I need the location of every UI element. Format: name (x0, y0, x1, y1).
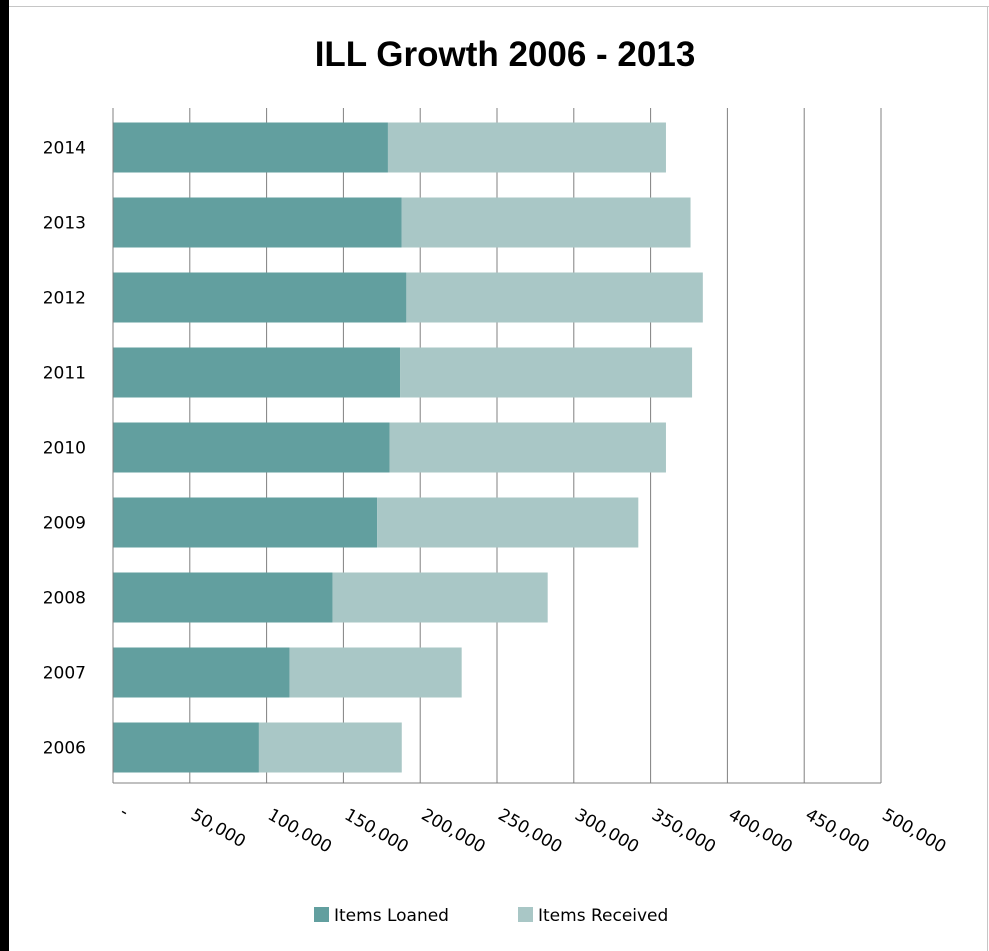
bar-items-loaned-2008 (113, 572, 333, 623)
bar-items-loaned-2013 (113, 197, 402, 248)
x-tick-label: 100,000 (264, 805, 335, 857)
bar-items-loaned-2010 (113, 422, 390, 473)
x-tick-label: 150,000 (341, 805, 412, 857)
x-tick-label: 250,000 (495, 805, 566, 857)
bar-items-loaned-2007 (113, 647, 290, 698)
category-label: 2013 (43, 214, 86, 234)
bar-items-received-2007 (289, 647, 462, 698)
bar-items-loaned-2012 (113, 272, 407, 323)
bar-items-loaned-2011 (113, 347, 401, 398)
category-label: 2011 (43, 364, 86, 384)
category-label: 2014 (43, 139, 86, 159)
chart-frame-top (9, 6, 989, 7)
category-label: 2008 (43, 589, 86, 609)
category-label: 2006 (43, 739, 86, 759)
bar-items-loaned-2014 (113, 122, 388, 173)
category-label: 2012 (43, 289, 86, 309)
x-tick-label: 400,000 (725, 805, 796, 857)
x-tick-label: 50,000 (187, 805, 249, 852)
bar-items-received-2009 (377, 497, 639, 548)
x-tick-label: 450,000 (802, 805, 873, 857)
left-edge-bar (0, 0, 9, 951)
category-label: 2010 (43, 439, 86, 459)
x-tick-label: 300,000 (571, 805, 642, 857)
x-tick-label: 350,000 (648, 805, 719, 857)
chart-title: ILL Growth 2006 - 2013 (315, 35, 696, 74)
bar-items-received-2008 (332, 572, 548, 623)
bar-items-loaned-2006 (113, 722, 259, 773)
bar-items-received-2013 (401, 197, 691, 248)
bar-items-received-2010 (389, 422, 666, 473)
axes (112, 108, 881, 784)
bar-items-received-2012 (406, 272, 703, 323)
x-tick-label: 500,000 (879, 805, 950, 857)
category-label: 2009 (43, 514, 86, 534)
legend: Items Loaned Items Received (314, 906, 668, 926)
x-tick-label: 200,000 (418, 805, 489, 857)
chart-frame-right (987, 6, 988, 951)
legend-swatch (518, 907, 533, 922)
bar-items-loaned-2009 (113, 497, 378, 548)
legend-label: Items Loaned (334, 906, 449, 926)
legend-label: Items Received (538, 906, 668, 926)
legend-swatch (314, 907, 329, 922)
bar-items-received-2011 (400, 347, 693, 398)
x-tick-label: - (117, 802, 132, 822)
bar-items-received-2006 (258, 722, 402, 773)
bars (113, 122, 703, 773)
bar-items-received-2014 (387, 122, 666, 173)
category-label: 2007 (43, 664, 86, 684)
